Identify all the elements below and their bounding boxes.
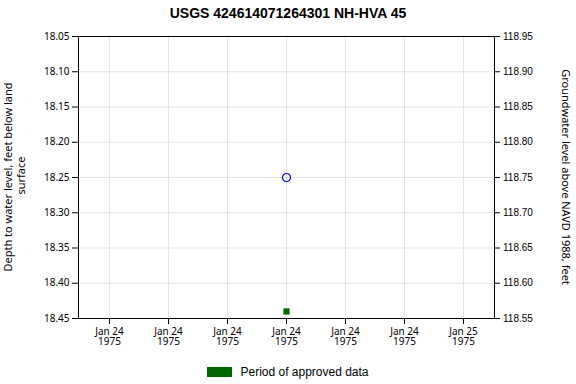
svg-text:18.35: 18.35 — [44, 240, 70, 254]
svg-text:Jan 241975: Jan 241975 — [212, 324, 242, 348]
svg-text:Depth to water level, feet bel: Depth to water level, feet below land su… — [0, 82, 28, 271]
svg-text:Jan 241975: Jan 241975 — [94, 324, 124, 348]
svg-text:Jan 241975: Jan 241975 — [389, 324, 419, 348]
svg-text:18.30: 18.30 — [44, 205, 70, 219]
svg-text:Jan 241975: Jan 241975 — [153, 324, 183, 348]
svg-text:Jan 251975: Jan 251975 — [448, 324, 478, 348]
svg-text:118.85: 118.85 — [503, 101, 533, 112]
svg-text:118.80: 118.80 — [503, 136, 533, 147]
svg-text:118.65: 118.65 — [503, 242, 533, 253]
svg-text:18.15: 18.15 — [44, 99, 70, 113]
svg-text:118.70: 118.70 — [503, 207, 533, 218]
svg-text:18.25: 18.25 — [44, 170, 70, 184]
svg-text:118.90: 118.90 — [503, 66, 533, 77]
svg-text:118.75: 118.75 — [503, 172, 533, 183]
svg-text:18.20: 18.20 — [44, 134, 70, 148]
svg-text:Jan 241975: Jan 241975 — [271, 324, 301, 348]
svg-text:18.40: 18.40 — [44, 275, 70, 289]
svg-text:18.45: 18.45 — [44, 311, 70, 325]
svg-text:118.55: 118.55 — [503, 313, 533, 324]
html-text:Period of approved data: Period of approved data — [240, 365, 369, 379]
svg-text:18.05: 18.05 — [44, 29, 70, 43]
html-text:USGS 424614071264301 NH-HVA 45: USGS 424614071264301 NH-HVA 45 — [169, 5, 407, 21]
svg-text:118.60: 118.60 — [503, 277, 533, 288]
svg-text:118.95: 118.95 — [503, 31, 533, 42]
svg-text:Jan 241975: Jan 241975 — [330, 324, 360, 348]
svg-text:Groundwater level above NAVD 1: Groundwater level above NAVD 1988, feet — [559, 69, 574, 285]
svg-text:18.10: 18.10 — [44, 64, 70, 78]
